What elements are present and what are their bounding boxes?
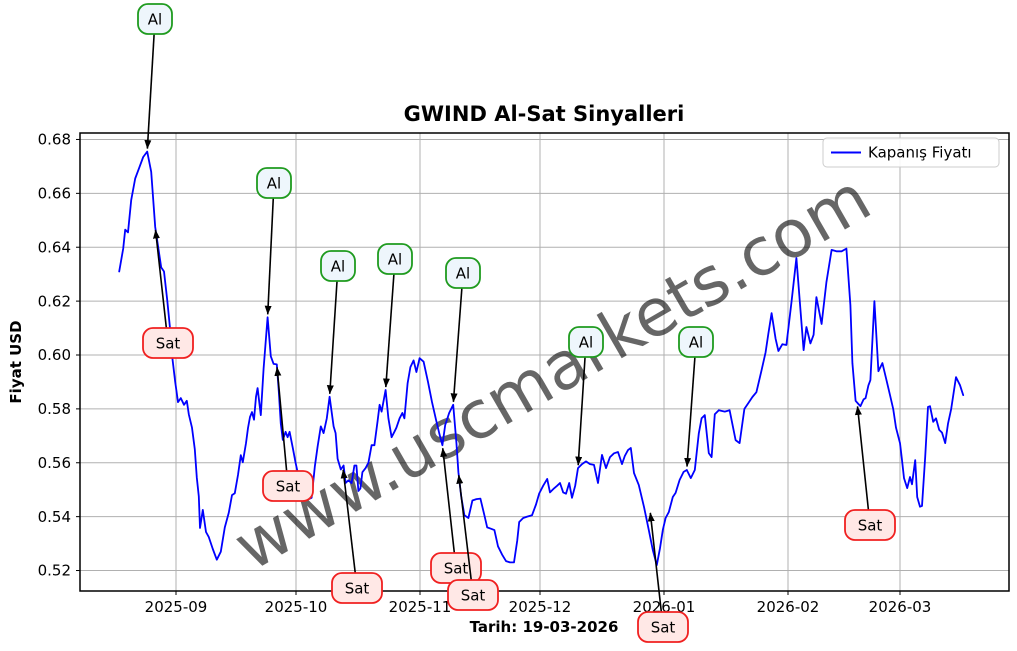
buy-signal-badge: Al: [568, 326, 604, 358]
buy-signal-arrow: [264, 182, 275, 315]
x-tick-label: 2025-09: [145, 598, 208, 616]
signal-badge-label: Sat: [651, 618, 676, 636]
signal-badge-box: [331, 572, 383, 604]
x-tick-label: 2025-10: [265, 598, 328, 616]
signal-badge-label: Sat: [858, 516, 883, 534]
y-tick-label: 0.68: [38, 131, 71, 149]
sell-signal-badge: Sat: [142, 327, 194, 359]
signal-badge-label: Sat: [461, 586, 486, 604]
buy-signal-arrow: [684, 341, 697, 468]
y-tick-label: 0.52: [38, 562, 71, 580]
sell-signal-arrow: [274, 366, 289, 487]
sell-signal-arrow: [340, 469, 358, 589]
buy-signal-badge: Al: [377, 243, 413, 275]
signal-badge-box: [142, 327, 194, 359]
sell-signal-badge: Sat: [262, 470, 314, 502]
sell-signal-badge: Sat: [430, 552, 482, 584]
signal-badge-box: [262, 470, 314, 502]
buy-signal-arrow: [382, 258, 396, 388]
signal-badge-label: Sat: [444, 559, 469, 577]
sell-signal-arrow: [647, 512, 664, 628]
signal-annotations: Al Sat Al Sat Al Sat Al Sat Al Sat Al Sat Al Sat: [137, 3, 896, 643]
signal-badge-label: Al: [689, 333, 703, 351]
signal-badge-label: Al: [148, 10, 162, 28]
sell-signal-badge: Sat: [447, 579, 499, 611]
x-axis-label: Tarih: 19-03-2026: [470, 618, 619, 636]
x-tick-label: 2025-12: [509, 598, 572, 616]
series: [118, 150, 965, 566]
buy-signal-badge: Al: [137, 3, 173, 35]
buy-signal-arrow: [326, 265, 339, 395]
y-tick-label: 0.58: [38, 400, 71, 418]
chart-title: GWIND Al-Sat Sinyalleri: [404, 102, 685, 126]
signal-badge-label: Al: [331, 257, 345, 275]
buy-signal-arrow: [144, 18, 156, 150]
signal-badge-box: [256, 167, 292, 199]
sell-signal-badge: Sat: [637, 611, 689, 643]
y-tick-label: 0.62: [38, 292, 71, 310]
buy-signal-arrow: [450, 272, 464, 403]
sell-signal-badge: Sat: [331, 572, 383, 604]
y-tick-label: 0.56: [38, 454, 71, 472]
plot-border: [79, 132, 1010, 592]
x-tick-label: 2026-02: [757, 598, 820, 616]
sell-signal-arrow: [440, 447, 457, 569]
signal-badge-label: Sat: [276, 477, 301, 495]
axes: 2025-09 2025-10 2025-11 2025-12 2026-01 2026-…: [38, 131, 932, 616]
legend-label: Kapanış Fiyatı: [868, 144, 972, 162]
signal-badge-box: [844, 509, 896, 541]
y-tick-label: 0.64: [38, 238, 71, 256]
watermark-text: www.uscmarkets.com: [221, 159, 883, 586]
signal-badge-box: [445, 257, 481, 289]
buy-signal-arrow: [575, 341, 587, 466]
legend: Kapanış Fiyatı: [822, 137, 1000, 168]
x-tick-label: 2025-11: [389, 598, 452, 616]
legend-box: [822, 137, 1000, 168]
buy-signal-badge: Al: [320, 250, 356, 282]
signal-badge-label: Sat: [156, 334, 181, 352]
signal-badge-box: [137, 3, 173, 35]
buy-signal-badge: Al: [678, 326, 714, 358]
buy-signal-badge: Al: [256, 167, 292, 199]
signal-badge-box: [320, 250, 356, 282]
y-axis-label: Fiyat USD: [7, 320, 25, 403]
sell-signal-badge: Sat: [844, 509, 896, 541]
x-tick-label: 2026-03: [869, 598, 932, 616]
signal-badge-box: [568, 326, 604, 358]
sell-signal-arrow: [456, 474, 474, 596]
signal-badge-label: Sat: [345, 579, 370, 597]
sell-signal-arrow: [152, 229, 169, 344]
buy-signal-badge: Al: [445, 257, 481, 289]
signal-badge-box: [447, 579, 499, 611]
signal-badge-label: Al: [388, 250, 402, 268]
signal-badge-label: Al: [579, 333, 593, 351]
signal-badge-box: [678, 326, 714, 358]
y-tick-label: 0.54: [38, 508, 71, 526]
y-tick-label: 0.60: [38, 346, 71, 364]
y-tick-label: 0.66: [38, 185, 71, 203]
sell-signal-arrow: [854, 405, 871, 526]
signal-badge-label: Al: [456, 264, 470, 282]
signal-badge-box: [377, 243, 413, 275]
signal-badge-box: [637, 611, 689, 643]
signal-badge-label: Al: [267, 174, 281, 192]
close-price-line: [118, 150, 965, 566]
grid: [80, 133, 1009, 591]
